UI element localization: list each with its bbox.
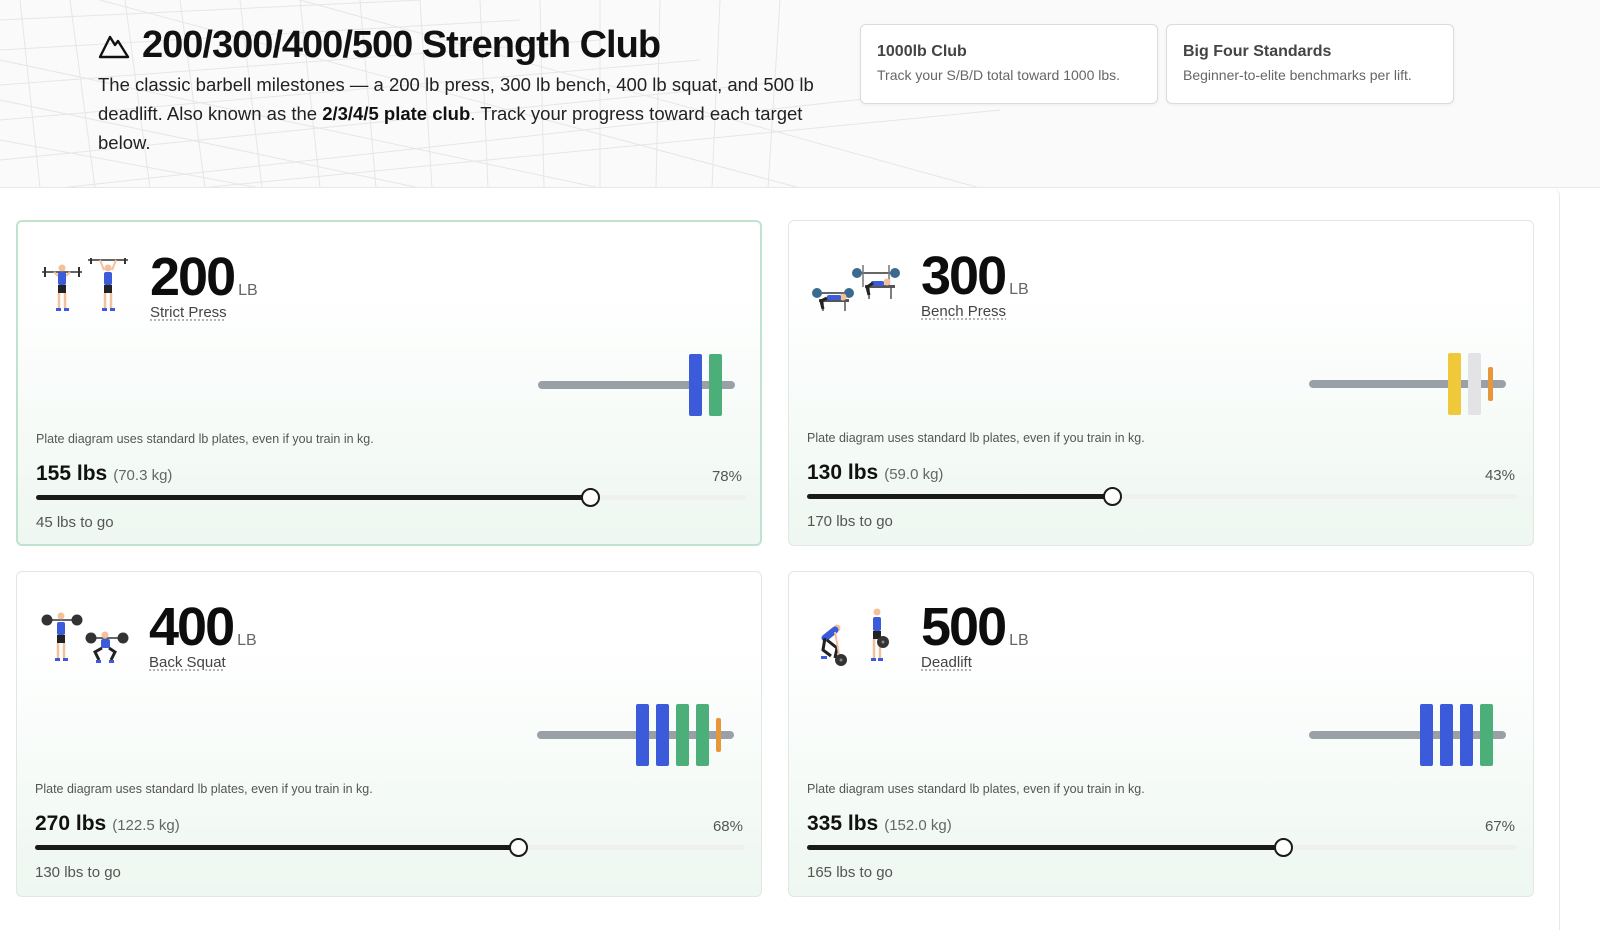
- plate-note: Plate diagram uses standard lb plates, e…: [36, 432, 374, 446]
- barbell-sleeve: [1309, 731, 1506, 739]
- link-card-title: 1000lb Club: [877, 43, 967, 60]
- lift-name-link[interactable]: Back Squat: [149, 654, 226, 671]
- current-weight: 270 lbs (122.5 kg): [35, 812, 180, 836]
- current-lbs: 335 lbs: [807, 812, 879, 835]
- lift-card-back-squat[interactable]: 400 LB Back Squat Plate diagram uses sta…: [16, 571, 762, 897]
- link-card-desc: Beginner-to-elite benchmarks per lift.: [1183, 67, 1412, 83]
- bench-figure-icon: [812, 265, 900, 311]
- slider-thumb[interactable]: [1103, 487, 1123, 506]
- slider-fill: [807, 494, 1113, 499]
- page-title-text: 200/300/400/500 Strength Club: [142, 24, 661, 66]
- hero-header: 200/300/400/500 Strength Club The classi…: [0, 0, 1600, 188]
- slider-fill: [35, 845, 518, 850]
- slider-fill: [36, 495, 590, 500]
- plate-diagram: [537, 704, 734, 766]
- plate-45lb: [656, 704, 669, 766]
- squat-figure-icon: [41, 612, 129, 663]
- current-lbs: 130 lbs: [807, 461, 879, 484]
- current-kg: (70.3 kg): [113, 467, 173, 484]
- slider-track: [807, 494, 1517, 499]
- plate-45lb: [689, 354, 702, 416]
- progress-percent: 68%: [712, 818, 743, 835]
- link-card-desc: Track your S/B/D total toward 1000 lbs.: [877, 67, 1121, 83]
- plate-45lb: [1460, 704, 1473, 766]
- press-figure-icon: [42, 258, 128, 311]
- slider-thumb[interactable]: [580, 488, 600, 507]
- plate-25lb: [676, 704, 689, 766]
- deadlift-figure-icon: [821, 608, 889, 666]
- progress-slider[interactable]: [35, 838, 745, 857]
- lift-name-link[interactable]: Strict Press: [150, 304, 227, 321]
- progress-slider[interactable]: [807, 838, 1517, 857]
- target-weight: 300 LB: [921, 249, 1029, 303]
- current-kg: (152.0 kg): [884, 817, 952, 834]
- current-weight: 335 lbs (152.0 kg): [807, 812, 952, 836]
- plate-45lb: [1420, 704, 1433, 766]
- progress-slider[interactable]: [36, 488, 746, 507]
- slider-fill: [807, 845, 1283, 850]
- current-weight: 130 lbs (59.0 kg): [807, 461, 943, 485]
- current-lbs: 270 lbs: [35, 812, 107, 835]
- target-unit: LB: [1009, 632, 1029, 649]
- target-number: 200: [150, 247, 236, 307]
- page-description: The classic barbell milestones — a 200 l…: [98, 74, 814, 153]
- plate-5lb: [716, 718, 721, 752]
- target-weight: 500 LB: [921, 600, 1029, 654]
- grid-background: [0, 0, 1001, 187]
- target-weight: 200 LB: [150, 250, 258, 304]
- target-number: 400: [149, 597, 235, 657]
- target-unit: LB: [1009, 281, 1029, 298]
- remaining-weight: 170 lbs to go: [807, 513, 893, 530]
- progress-percent: 78%: [711, 468, 742, 485]
- mountain-icon: [98, 35, 130, 59]
- target-unit: LB: [238, 282, 258, 299]
- plate-45lb: [1440, 704, 1453, 766]
- plate-25lb: [709, 354, 722, 416]
- progress-slider[interactable]: [807, 487, 1517, 506]
- plate-note: Plate diagram uses standard lb plates, e…: [807, 782, 1145, 796]
- plate-10lb: [1468, 353, 1481, 415]
- progress-percent: 67%: [1484, 818, 1515, 835]
- plate-25lb: [1480, 704, 1493, 766]
- main-content: 200 LB Strict Press Plate diagram uses s…: [0, 188, 1560, 930]
- current-lbs: 155 lbs: [36, 462, 108, 485]
- lift-card-deadlift[interactable]: 500 LB Deadlift Plate diagram uses stand…: [788, 571, 1534, 897]
- plate-5lb: [1488, 367, 1493, 401]
- lift-card-strict-press[interactable]: 200 LB Strict Press Plate diagram uses s…: [16, 220, 762, 546]
- slider-thumb[interactable]: [1273, 838, 1293, 857]
- plate-note: Plate diagram uses standard lb plates, e…: [35, 782, 373, 796]
- target-weight: 400 LB: [149, 600, 257, 654]
- lift-card-bench-press[interactable]: 300 LB Bench Press Plate diagram uses st…: [788, 220, 1534, 546]
- plate-25lb: [696, 704, 709, 766]
- plate-35lb: [1448, 353, 1461, 415]
- slider-thumb[interactable]: [508, 838, 528, 857]
- progress-percent: 43%: [1484, 467, 1515, 484]
- target-number: 300: [921, 246, 1007, 306]
- page-title: 200/300/400/500 Strength Club: [98, 22, 838, 68]
- plate-club-highlight: 2/3/4/5 plate club: [322, 103, 471, 124]
- current-kg: (59.0 kg): [884, 466, 944, 483]
- link-card-1000lb-club[interactable]: 1000lb Club Track your S/B/D total towar…: [860, 24, 1158, 104]
- lift-name-link[interactable]: Deadlift: [921, 654, 972, 671]
- current-weight: 155 lbs (70.3 kg): [36, 462, 172, 486]
- plate-diagram: [1309, 704, 1506, 766]
- barbell-sleeve: [538, 381, 735, 389]
- hero-content: 200/300/400/500 Strength Club The classi…: [98, 22, 838, 157]
- plate-note: Plate diagram uses standard lb plates, e…: [807, 431, 1145, 445]
- link-card-big-four-standards[interactable]: Big Four Standards Beginner-to-elite ben…: [1166, 24, 1454, 104]
- current-kg: (122.5 kg): [112, 817, 180, 834]
- lift-name-link[interactable]: Bench Press: [921, 303, 1007, 320]
- remaining-weight: 165 lbs to go: [807, 864, 893, 881]
- plate-45lb: [636, 704, 649, 766]
- target-unit: LB: [237, 632, 257, 649]
- target-number: 500: [921, 597, 1007, 657]
- plate-diagram: [1309, 353, 1506, 415]
- remaining-weight: 45 lbs to go: [36, 514, 114, 531]
- link-card-title: Big Four Standards: [1183, 43, 1332, 60]
- remaining-weight: 130 lbs to go: [35, 864, 121, 881]
- plate-diagram: [538, 354, 735, 416]
